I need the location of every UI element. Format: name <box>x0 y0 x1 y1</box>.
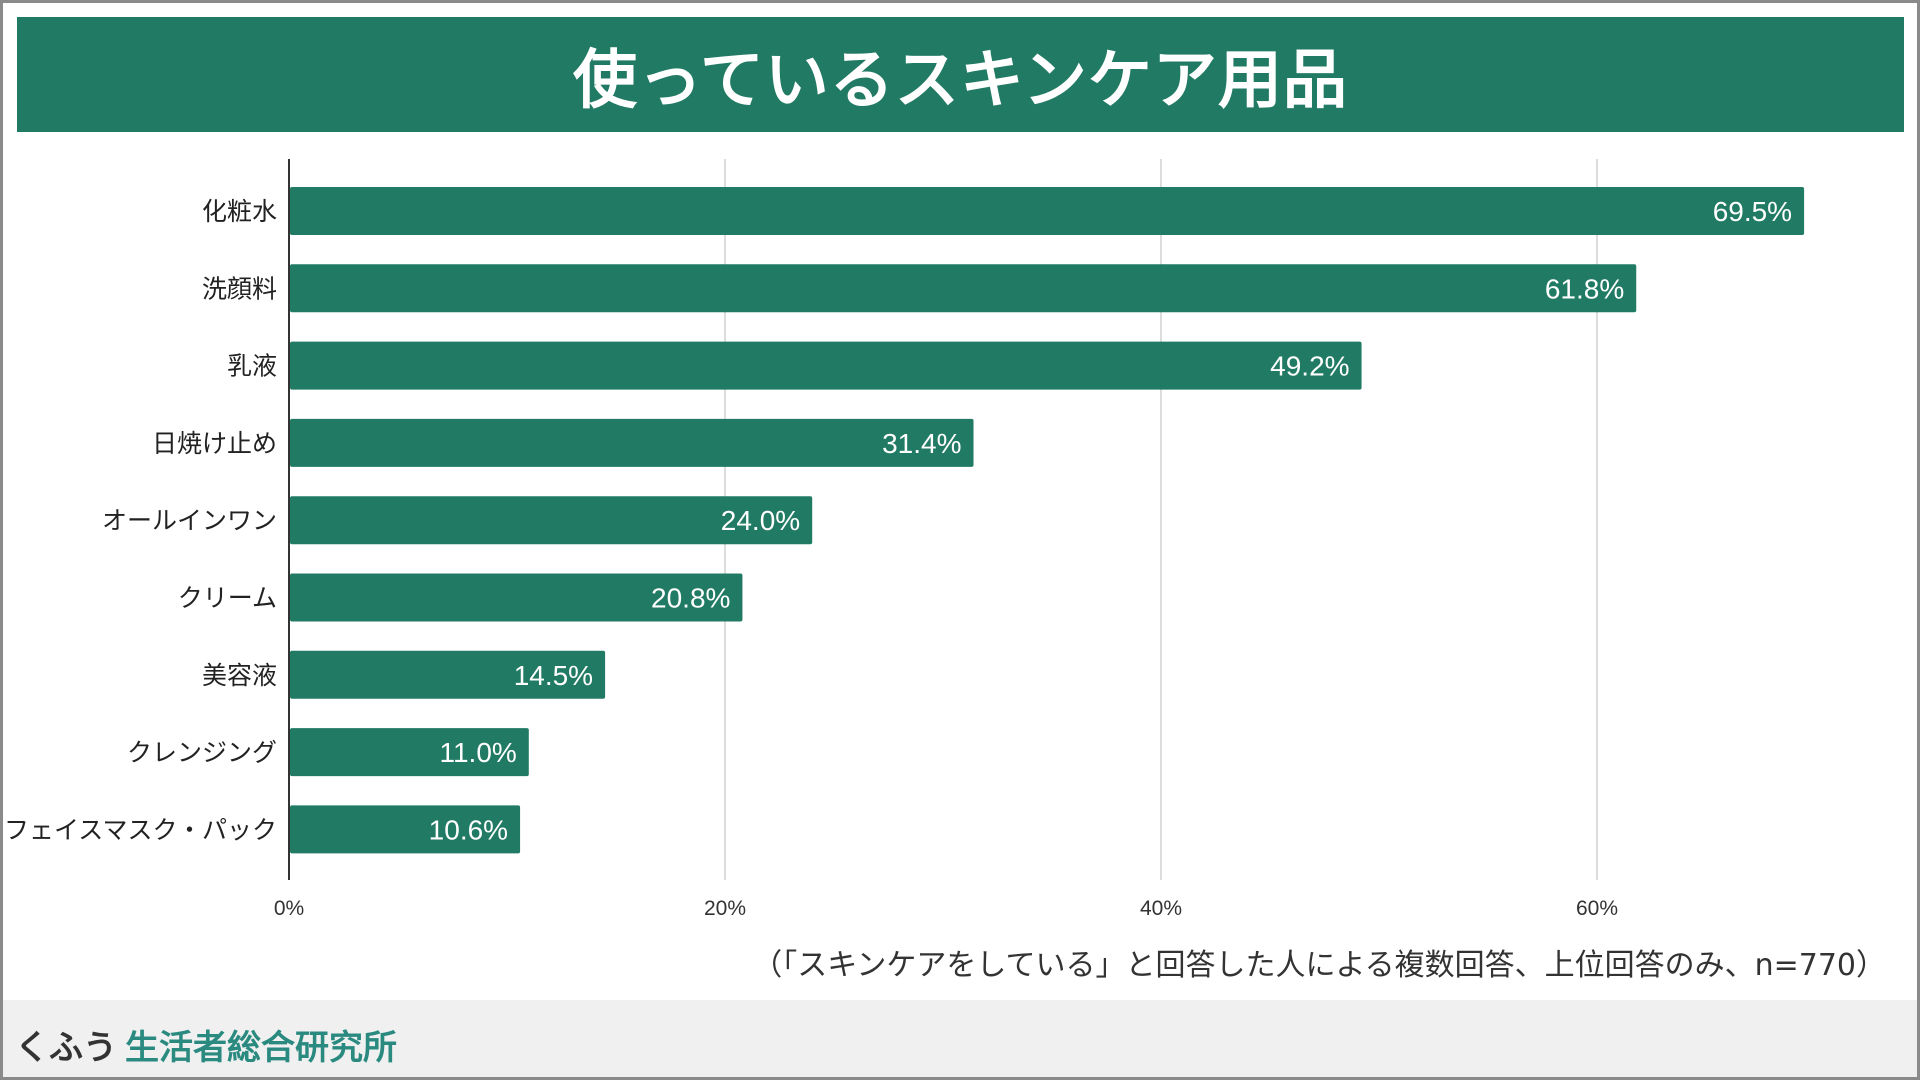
bar <box>290 573 743 622</box>
bar <box>290 264 1637 313</box>
brand-prefix: くふう <box>15 1028 117 1068</box>
brand-logo: くふう 生活者総合研究所 <box>15 1020 397 1069</box>
footer <box>3 1000 1917 1077</box>
bar <box>290 496 813 545</box>
data-label: 31.4% <box>882 428 961 459</box>
chart-title: 使っているスキンケア用品 <box>573 43 1348 118</box>
x-tick-label: 0% <box>274 897 304 920</box>
x-tick-label: 20% <box>704 897 746 920</box>
category-label: 日焼け止め <box>152 429 277 458</box>
bar <box>290 341 1362 390</box>
category-label: 美容液 <box>202 661 277 690</box>
data-label: 69.5% <box>1713 196 1792 227</box>
data-label: 61.8% <box>1545 273 1624 304</box>
data-label: 49.2% <box>1270 351 1349 382</box>
category-label: オールインワン <box>102 506 277 535</box>
category-label: 化粧水 <box>202 197 277 226</box>
bar <box>290 728 529 777</box>
data-label: 11.0% <box>439 737 516 768</box>
brand-name: 生活者総合研究所 <box>125 1028 397 1068</box>
category-label: 洗顔料 <box>202 274 277 303</box>
footnote: （「スキンケアをしている」と回答した人による複数回答、上位回答のみ、n=770） <box>752 948 1886 983</box>
bar <box>290 650 606 699</box>
bar <box>290 418 974 467</box>
chart-title-banner: 使っているスキンケア用品 <box>17 17 1904 132</box>
data-label: 10.6% <box>429 814 508 845</box>
x-tick-label: 40% <box>1140 897 1182 920</box>
data-label: 20.8% <box>651 583 730 614</box>
category-label: クリーム <box>178 584 277 613</box>
data-label: 14.5% <box>514 660 593 691</box>
data-label: 24.0% <box>721 505 800 536</box>
bar <box>290 187 1805 235</box>
bar <box>290 805 521 854</box>
category-label: 乳液 <box>227 352 277 381</box>
x-tick-label: 60% <box>1576 897 1618 920</box>
category-label: クレンジング <box>127 738 277 767</box>
bar-chart: 0% 20% 40% 60% 化粧水 69.5% 洗顔料 61.8% 乳液 49.2% 日焼け止め 3… <box>4 159 1805 920</box>
category-label: フェイスマスク・パック <box>4 815 277 844</box>
